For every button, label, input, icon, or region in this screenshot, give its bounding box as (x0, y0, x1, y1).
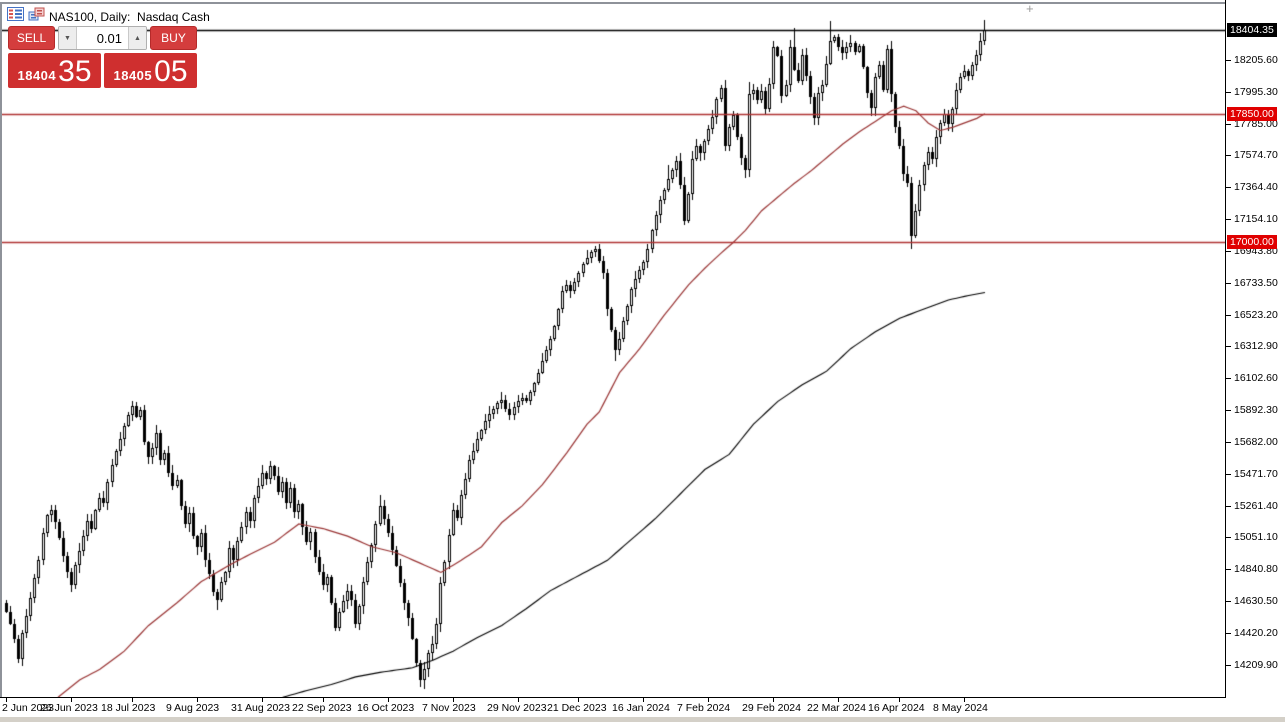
date-label: 2 Jun 2023 (2, 702, 54, 714)
date-label: 9 Aug 2023 (166, 702, 220, 714)
date-tick (964, 698, 965, 702)
date-label: 7 Nov 2023 (422, 702, 476, 714)
price-tick-label: 15051.10 (1234, 531, 1278, 543)
date-tick (708, 698, 709, 702)
date-label: 8 May 2024 (933, 702, 988, 714)
price-tick (1226, 92, 1231, 93)
volume-increase-button[interactable]: ▲ (128, 27, 146, 49)
date-label: 29 Nov 2023 (487, 702, 547, 714)
current-price-label: 18404.35 (1227, 23, 1277, 37)
price-tick (1226, 601, 1231, 602)
date-label: 16 Oct 2023 (357, 702, 415, 714)
chart-title: NAS100, Daily: Nasdaq Cash (49, 9, 210, 24)
crosshair-cursor: + (1026, 1, 1034, 16)
chart-window-icon (28, 7, 45, 26)
price-tick (1226, 410, 1231, 411)
price-tick (1226, 60, 1231, 61)
price-tick (1226, 506, 1231, 507)
price-tick-label: 14840.80 (1234, 563, 1278, 575)
price-tick (1226, 633, 1231, 634)
sell-price-main: 18404 (17, 68, 57, 83)
date-tick (773, 698, 774, 702)
price-tick-label: 17995.30 (1234, 86, 1278, 98)
date-tick (388, 698, 389, 702)
date-label: 31 Aug 2023 (231, 702, 290, 714)
date-tick (899, 698, 900, 702)
date-tick (643, 698, 644, 702)
chart-title-bar: NAS100, Daily: Nasdaq Cash (7, 7, 210, 26)
price-tick-label: 17364.40 (1234, 181, 1278, 193)
hline-price-label: 17850.00 (1227, 107, 1277, 121)
buy-price-fraction: 05 (154, 55, 188, 89)
window-bottom-border (0, 717, 1285, 722)
price-tick (1226, 187, 1231, 188)
window-border-left (0, 2, 2, 722)
date-tick (132, 698, 133, 702)
date-tick (453, 698, 454, 702)
price-tick (1226, 474, 1231, 475)
price-tick (1226, 251, 1231, 252)
price-tick (1226, 346, 1231, 347)
price-tick (1226, 124, 1231, 125)
price-tick-label: 16312.90 (1234, 340, 1278, 352)
date-tick (197, 698, 198, 702)
price-tick-label: 17154.10 (1234, 213, 1278, 225)
date-label: 7 Feb 2024 (677, 702, 731, 714)
price-tick-label: 17785.00 (1234, 118, 1278, 130)
price-tick (1226, 219, 1231, 220)
price-tick-label: 15471.70 (1234, 468, 1278, 480)
date-tick (578, 698, 579, 702)
date-tick (838, 698, 839, 702)
date-label: 16 Jan 2024 (612, 702, 670, 714)
date-label: 26 Jun 2023 (40, 702, 98, 714)
buy-price-box[interactable]: 18405 05 (104, 53, 197, 88)
price-tick-label: 14209.90 (1234, 659, 1278, 671)
price-tick-label: 15261.40 (1234, 500, 1278, 512)
window-border-top (0, 2, 1285, 4)
volume-input[interactable] (77, 27, 128, 49)
price-tick-label: 15892.30 (1234, 404, 1278, 416)
price-tick-label: 18205.60 (1234, 54, 1278, 66)
date-label: 16 Apr 2024 (868, 702, 925, 714)
price-tick (1226, 442, 1231, 443)
volume-stepper: ▼ ▲ (58, 26, 147, 50)
price-tick-label: 16523.20 (1234, 309, 1278, 321)
price-tick-label: 15682.00 (1234, 436, 1278, 448)
price-tick (1226, 315, 1231, 316)
date-label: 18 Jul 2023 (101, 702, 156, 714)
date-tick (262, 698, 263, 702)
date-label: 21 Dec 2023 (547, 702, 607, 714)
price-tick (1226, 537, 1231, 538)
price-tick-label: 14630.50 (1234, 595, 1278, 607)
price-tick (1226, 378, 1231, 379)
buy-button[interactable]: BUY (150, 26, 197, 50)
price-tick (1226, 569, 1231, 570)
date-label: 22 Sep 2023 (292, 702, 352, 714)
date-tick (6, 698, 7, 702)
date-tick (518, 698, 519, 702)
price-tick-label: 17574.70 (1234, 149, 1278, 161)
price-tick (1226, 665, 1231, 666)
price-tick-label: 14420.20 (1234, 627, 1278, 639)
time-axis[interactable]: 2 Jun 2023 26 Jun 2023 18 Jul 2023 9 Aug 20… (0, 697, 1226, 717)
date-label: 29 Feb 2024 (742, 702, 801, 714)
price-tick-label: 16102.60 (1234, 372, 1278, 384)
hline-price-label: 17000.00 (1227, 235, 1277, 249)
one-click-trading-panel: SELL ▼ ▲ BUY 18404 35 18405 05 (8, 26, 197, 88)
buy-price-main: 18405 (113, 68, 153, 83)
date-tick (323, 698, 324, 702)
chart-canvas[interactable] (0, 0, 1225, 697)
price-tick-label: 16733.50 (1234, 277, 1278, 289)
price-tick (1226, 283, 1231, 284)
price-axis[interactable]: 18205.60 17995.30 17785.00 17574.70 17364.40… (1225, 0, 1285, 697)
volume-decrease-button[interactable]: ▼ (59, 27, 77, 49)
date-label: 22 Mar 2024 (807, 702, 866, 714)
market-watch-icon (7, 7, 24, 26)
sell-button[interactable]: SELL (8, 26, 55, 50)
sell-price-box[interactable]: 18404 35 (8, 53, 101, 88)
price-tick (1226, 155, 1231, 156)
date-tick (71, 698, 72, 702)
sell-price-fraction: 35 (58, 55, 92, 89)
